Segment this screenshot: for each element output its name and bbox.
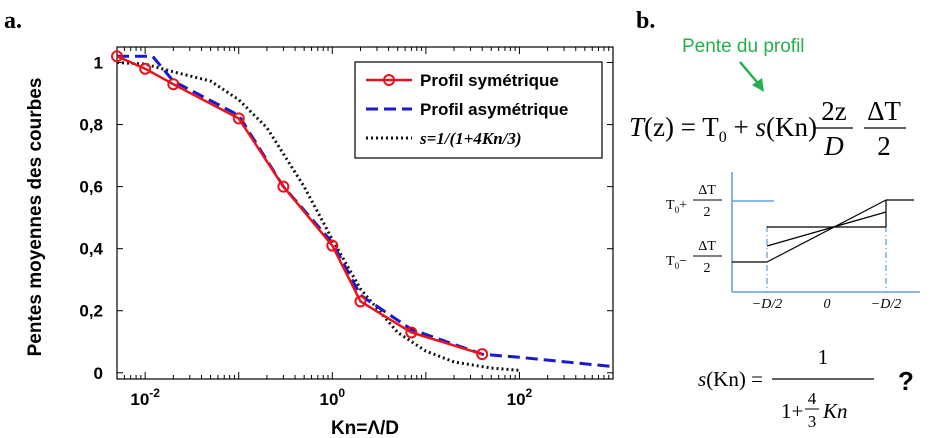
- y-tick-label-0: 0: [94, 364, 103, 383]
- legend-label-asymetrique: Profil asymétrique: [420, 100, 568, 119]
- plot-frame: [116, 46, 614, 380]
- annotation-arrow: [739, 61, 764, 92]
- series-line-0: [116, 55, 483, 356]
- s-formula-num: 1: [818, 345, 829, 369]
- x-mid-label: 0: [824, 297, 831, 312]
- slope-annotation: Pente du profil: [682, 36, 805, 57]
- x-tick-label-0: 10-2: [130, 386, 160, 409]
- x-right-label: −D/2: [871, 297, 901, 312]
- temperature-formula: T(z) = T0 + s(Kn) 2z D ΔT 2: [629, 96, 906, 161]
- series-marker-0-7: [405, 326, 418, 339]
- x-ticks: 10-2 100 102: [116, 47, 614, 409]
- s-den-prefix: 1+: [781, 399, 803, 423]
- x-tick-label-1: 100: [319, 386, 345, 409]
- question-mark: ?: [898, 366, 914, 396]
- series-line-2: [116, 61, 520, 372]
- series-layer: [111, 50, 614, 372]
- y-axis-label: Pentes moyennes des courbes: [25, 78, 46, 357]
- panel-a-chart: Pentes moyennes des courbes Kn=Λ/D 00,20…: [25, 46, 614, 438]
- legend-label-symetrique: Profil symétrique: [420, 71, 559, 90]
- frac2-num: ΔT: [867, 96, 901, 126]
- y-tick-label-2: 0,4: [79, 240, 103, 259]
- x-tick-label-2: 102: [507, 386, 533, 409]
- frac2-den: 2: [877, 131, 891, 161]
- bottom-frac-num: ΔT: [698, 239, 716, 254]
- x-left-label: −D/2: [752, 297, 782, 312]
- s-formula-lhs: s(Kn) =: [698, 367, 763, 391]
- frac1-num: 2z: [821, 96, 847, 126]
- formula-lhs: T(z) = T0 + s(Kn): [629, 112, 817, 146]
- bottom-level-label: T0−: [666, 254, 687, 271]
- series-marker-0-8: [476, 348, 489, 361]
- y-tick-label-1: 0,2: [79, 302, 103, 321]
- legend: Profil symétrique Profil asymétrique s=1…: [354, 61, 603, 159]
- frac1-den: D: [823, 131, 844, 161]
- series-marker-0-4: [277, 180, 290, 193]
- series-marker-0-1: [139, 62, 152, 75]
- series-marker-0-6: [354, 295, 367, 308]
- bottom-frac-den: 2: [704, 261, 711, 276]
- series-line-1: [117, 54, 614, 369]
- top-frac-num: ΔT: [698, 183, 716, 198]
- x-axis-label: Kn=Λ/D: [331, 418, 399, 438]
- top-level-label: T0+: [666, 198, 687, 215]
- s-den-suffix: Kn: [822, 399, 848, 423]
- legend-marker-symetrique: [383, 74, 395, 86]
- slope-formula: s(Kn) = 1 1+ 4 3 Kn ?: [698, 345, 914, 431]
- y-tick-label-4: 0,8: [79, 116, 103, 135]
- top-frac-den: 2: [704, 205, 711, 220]
- panel-b-label: b.: [636, 8, 655, 34]
- y-ticks: 0 0,2 0,4 0,6 0,8 1: [79, 54, 613, 383]
- legend-box: [354, 61, 603, 159]
- series-marker-0-0: [111, 50, 123, 63]
- y-tick-label-5: 1: [94, 54, 103, 73]
- series-marker-0-2: [167, 78, 180, 91]
- s-den-frac-num: 4: [808, 389, 817, 408]
- slope-mid: [766, 211, 887, 247]
- series-marker-0-5: [326, 239, 339, 252]
- profile-diagram: T0+ ΔT 2 T0− ΔT 2 −D/2 0 −D/2: [666, 172, 920, 312]
- s-den-frac-den: 3: [808, 412, 817, 431]
- series-marker-0-3: [232, 112, 245, 125]
- legend-label-model: s=1/(1+4Kn/3): [419, 129, 522, 148]
- slope-steep: [766, 199, 887, 263]
- y-tick-label-3: 0,6: [79, 178, 103, 197]
- panel-a-label: a.: [4, 8, 22, 34]
